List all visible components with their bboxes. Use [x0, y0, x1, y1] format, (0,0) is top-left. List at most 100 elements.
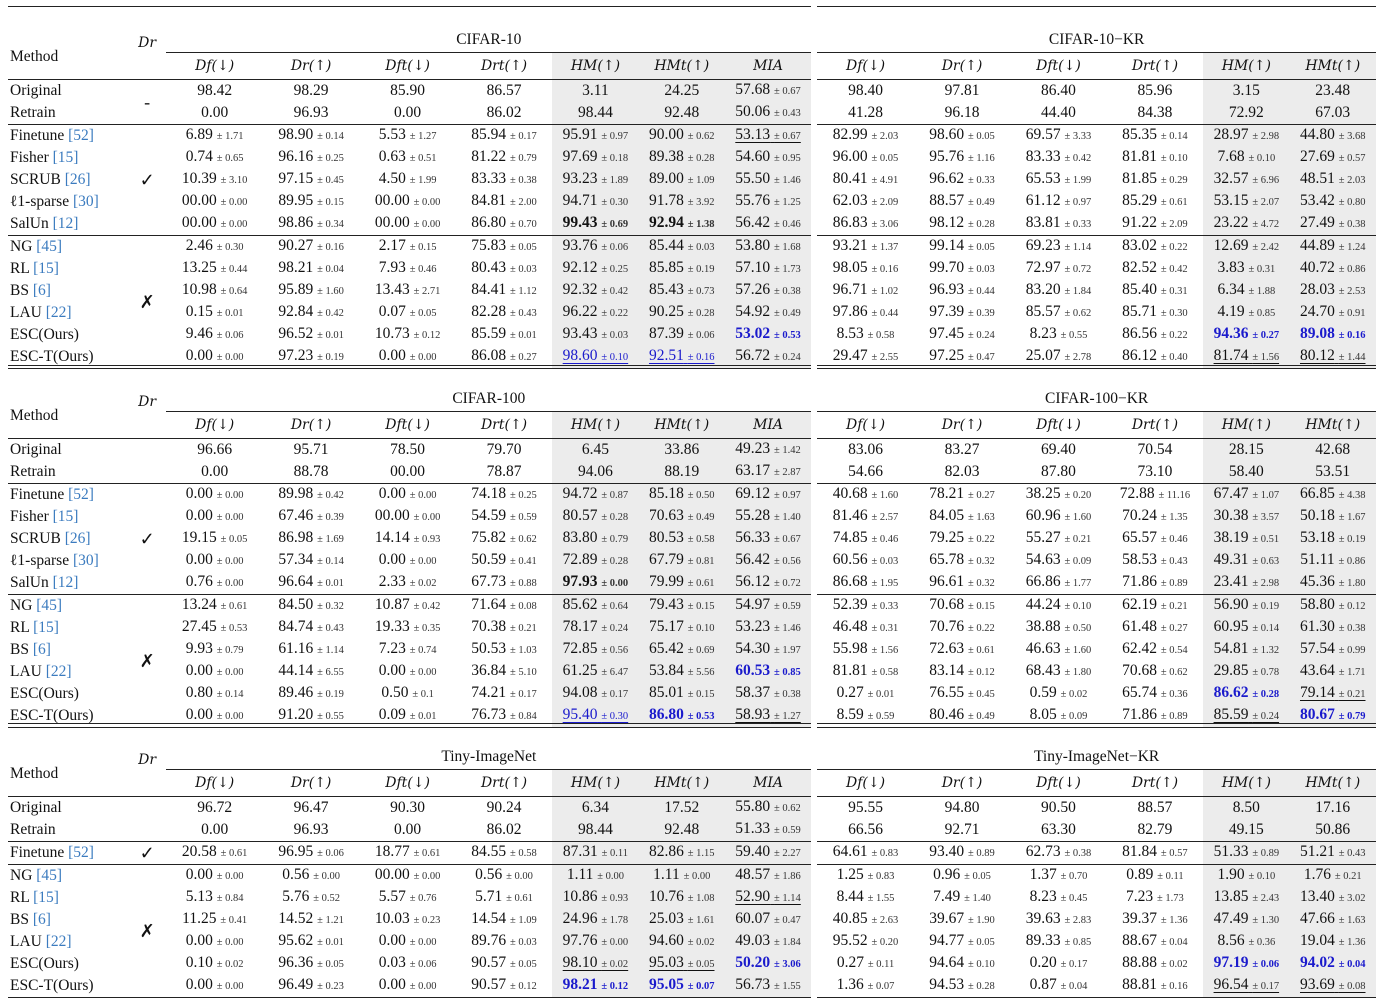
table-row: NG [45] ✗ 13.24 ± 0.61 84.50 ± 0.32 10.87 ± … [8, 595, 1376, 728]
std-dev: ± 2.63 [871, 915, 899, 926]
citation-link[interactable]: [26] [64, 171, 91, 188]
citation-link[interactable]: [15] [52, 149, 79, 166]
table-row: ESC(Ours) 0.10 ± 0.02 96.36 ± 0.05 0.03 ± 0… [8, 953, 1376, 975]
std-dev: ± 0.45 [967, 689, 995, 700]
column-header: Dr(↑) [941, 58, 983, 74]
cell-value: 90.25 ± 0.28 [648, 303, 715, 320]
cell-value: 46.48 ± 0.31 [832, 618, 899, 635]
std-dev: ± 1.73 [1157, 893, 1184, 904]
std-dev: ± 0.05 [967, 131, 995, 142]
std-dev: ± 1.60 [317, 286, 344, 297]
cell-value: 0.00 ± 0.00 [378, 347, 437, 364]
cell-value: 89.98 ± 0.42 [278, 485, 344, 502]
std-dev: ± 0.61 [506, 893, 533, 904]
std-dev: ± 0.01 [317, 937, 344, 948]
citation-link[interactable]: [45] [36, 238, 63, 255]
cell-value: 54.30 ± 1.97 [735, 640, 801, 657]
cell-value: 89.00 ± 1.09 [648, 170, 715, 187]
citation-link[interactable]: [30] [72, 193, 99, 210]
cell-value: 0.00 [394, 821, 422, 838]
citation-link[interactable]: [30] [72, 552, 99, 569]
citation-link[interactable]: [52] [68, 486, 94, 503]
citation-link[interactable]: [52] [68, 127, 94, 144]
cell-value: 80.43 ± 0.03 [471, 259, 537, 276]
cell-value: 87.39 ± 0.06 [648, 325, 715, 342]
column-header: Drt(↑) [1131, 775, 1179, 791]
citation-link[interactable]: [12] [52, 215, 79, 232]
column-header: HMt(↑) [1305, 58, 1361, 74]
cell-value: 95.76 ± 1.16 [929, 148, 995, 165]
std-dev: ± 2.53 [1338, 286, 1366, 297]
cell-value: 7.49 ± 1.40 [933, 888, 991, 905]
citation-link[interactable]: [45] [36, 597, 63, 614]
std-dev: ± 0.19 [317, 689, 344, 700]
std-dev: ± 1.36 [1160, 915, 1188, 926]
std-dev: ± 0.80 [1338, 197, 1366, 208]
std-dev: ± 2.55 [871, 352, 899, 363]
cell-value: 89.76 ± 0.03 [471, 932, 537, 949]
cell-value: 68.43 ± 1.80 [1025, 662, 1092, 679]
cell-value: 81.46 ± 2.57 [832, 507, 899, 524]
citation-link[interactable]: [15] [33, 260, 59, 277]
citation-link[interactable]: [15] [33, 889, 59, 906]
cell-value: 8.23 ± 0.55 [1029, 325, 1088, 342]
citation-link[interactable]: [15] [33, 619, 59, 636]
cell-value: 98.21 ± 0.12 [562, 976, 629, 993]
std-dev: ± 0.17 [1252, 981, 1280, 992]
table-tiny-imagenet: Method Dr Tiny-ImageNet Tiny-ImageNet−KR Df(… [8, 723, 1376, 998]
std-dev: ± 0.01 [216, 308, 244, 319]
cell-value: 19.15 ± 0.05 [181, 529, 248, 546]
std-dev: ± 0.06 [687, 330, 715, 341]
column-header: Dft(↓) [385, 775, 430, 791]
dr-indicator: ✗ [127, 865, 167, 998]
citation-link[interactable]: [22] [45, 663, 72, 680]
std-dev: ± 0.00 [220, 197, 248, 208]
cell-value: 59.40 ± 2.27 [735, 843, 801, 860]
cell-value: 84.05 ± 1.63 [929, 507, 995, 524]
citation-link[interactable]: [6] [32, 282, 51, 299]
std-dev: ± 0.25 [510, 490, 537, 501]
citation-link[interactable]: [22] [45, 304, 72, 321]
cell-value: 84.74 ± 0.43 [278, 618, 344, 635]
cell-value: 53.84 ± 5.56 [648, 662, 715, 679]
cell-value: 65.74 ± 0.36 [1122, 684, 1188, 701]
std-dev: ± 0.38 [1338, 219, 1366, 230]
citation-link[interactable]: [12] [52, 574, 79, 591]
citation-link[interactable]: [52] [68, 844, 94, 861]
std-dev: ± 2.98 [1252, 578, 1280, 589]
std-dev: ± 0.95 [774, 153, 801, 164]
cell-value: 45.36 ± 1.80 [1299, 573, 1366, 590]
cell-value: 66.56 [848, 821, 883, 838]
dr-indicator [127, 439, 167, 484]
cell-value: 85.59 ± 0.24 [1213, 706, 1280, 723]
std-dev: ± 1.36 [1338, 937, 1366, 948]
cell-value: 79.70 [486, 441, 522, 458]
table-row: SCRUB [26] 10.39 ± 3.10 97.15 ± 0.45 4.50 ±… [8, 169, 1376, 191]
column-header: Dft(↓) [1036, 58, 1081, 74]
std-dev: ± 0.31 [1160, 286, 1188, 297]
method-name: Retrain [8, 461, 128, 484]
cell-value: 8.44 ± 1.55 [836, 888, 895, 905]
cell-value: 85.44 ± 0.03 [648, 237, 715, 254]
cell-value: 85.40 ± 0.31 [1122, 281, 1188, 298]
cell-value: 50.18 ± 1.67 [1299, 507, 1366, 524]
cell-value: 80.57 ± 0.28 [562, 507, 629, 524]
std-dev: ± 0.12 [510, 981, 537, 992]
cell-value: 54.92 ± 0.49 [735, 303, 801, 320]
cell-value: 92.51 ± 0.16 [648, 347, 715, 364]
citation-link[interactable]: [22] [45, 933, 72, 950]
cell-value: 53.80 ± 1.68 [735, 237, 801, 254]
citation-link[interactable]: [45] [36, 867, 63, 884]
std-dev: ± 0.42 [1064, 153, 1092, 164]
std-dev: ± 0.41 [220, 915, 248, 926]
cell-value: 44.40 [1041, 104, 1076, 121]
citation-link[interactable]: [6] [32, 911, 51, 928]
std-dev: ± 0.84 [510, 711, 537, 722]
citation-link[interactable]: [6] [32, 641, 51, 658]
std-dev: ± 0.67 [774, 131, 801, 142]
std-dev: ± 0.79 [601, 534, 629, 545]
citation-link[interactable]: [26] [64, 530, 91, 547]
citation-link[interactable]: [15] [52, 508, 79, 525]
cell-value: 81.81 ± 0.58 [832, 662, 899, 679]
std-dev: ± 1.55 [867, 893, 895, 904]
